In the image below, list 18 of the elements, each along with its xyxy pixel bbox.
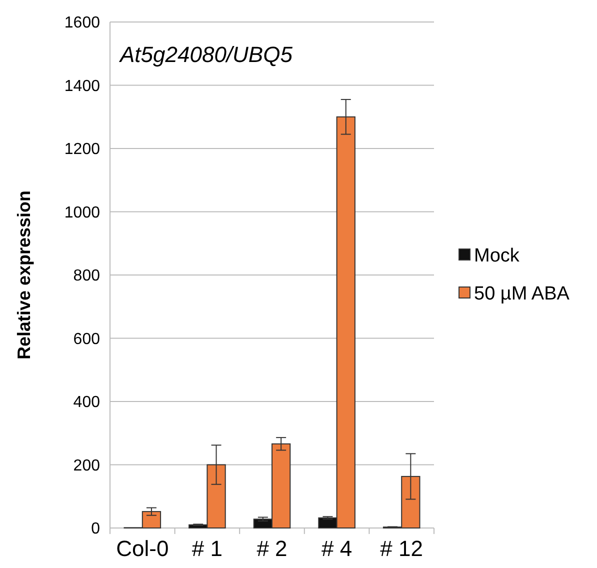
legend-label: 50 µM ABA xyxy=(474,284,570,305)
x-tick-label: # 1 xyxy=(192,536,222,561)
legend-label: Mock xyxy=(474,246,520,267)
y-tick-label: 0 xyxy=(91,520,100,538)
y-tick-label: 200 xyxy=(73,457,100,474)
y-tick-label: 400 xyxy=(73,394,100,412)
y-tick-label: 1600 xyxy=(64,14,100,32)
x-tick-label: Col-0 xyxy=(116,536,169,561)
y-tick-label: 600 xyxy=(73,330,100,348)
x-tick-label: # 12 xyxy=(380,536,424,561)
x-tick-label: # 2 xyxy=(256,536,288,561)
x-tick-label: # 4 xyxy=(322,536,352,561)
y-tick-label: 1000 xyxy=(64,204,100,222)
y-tick-label: 800 xyxy=(73,268,100,285)
y-tick-label: 1400 xyxy=(64,78,100,95)
y-tick-label: 1200 xyxy=(64,141,100,158)
y-axis-title: Relative expression xyxy=(14,190,34,360)
text: At5g24080/UBQ5 xyxy=(118,42,294,67)
